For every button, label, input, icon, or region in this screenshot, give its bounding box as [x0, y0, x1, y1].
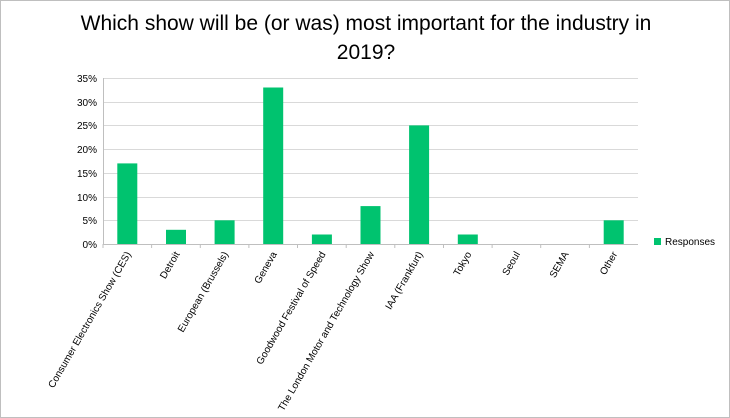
legend: Responses [654, 237, 715, 248]
axes [102, 78, 638, 248]
y-tick-label: 20% [77, 145, 97, 156]
y-tick-label: 30% [77, 98, 97, 109]
y-tick-label: 15% [77, 169, 97, 180]
x-tick-label: Geneva [253, 250, 280, 286]
bar [360, 206, 381, 244]
bar [117, 163, 138, 244]
chart-title: Which show will be (or was) most importa… [80, 12, 652, 64]
x-tick-label: European (Brussels) [176, 250, 231, 334]
bar [263, 87, 284, 244]
x-tick-labels: Consumer Electronics Show (CES) DetroitEu… [47, 249, 621, 413]
y-tick-label: 10% [77, 193, 97, 204]
legend-swatch [654, 238, 661, 245]
legend-label: Responses [665, 237, 715, 248]
bar [311, 234, 332, 244]
x-tick-label: Consumer Electronics Show (CES) [47, 250, 134, 390]
x-tick-label: IAA (Frankfurt) [384, 250, 426, 312]
x-tick-label: Seoul [501, 250, 523, 278]
x-tick-label: Other [598, 249, 620, 277]
y-tick-label: 25% [77, 121, 97, 132]
bar [166, 229, 186, 244]
x-tick-label: SEMA [548, 250, 572, 280]
gridlines [103, 78, 638, 221]
x-tick-label: Detroit [158, 250, 182, 281]
bars [117, 87, 624, 244]
y-tick-label: 35% [77, 74, 97, 85]
y-tick-labels: 0% 5% 10% 15% 20% 25% 30% 35% [77, 74, 97, 251]
x-tick-label: The London Motor and Technology Show [276, 249, 377, 413]
y-tick-label: 5% [83, 216, 98, 227]
bar [214, 220, 235, 244]
x-tick-label: Tokyo [452, 250, 475, 279]
bar [603, 220, 624, 244]
y-tick-label: 0% [83, 240, 98, 251]
bar [409, 125, 430, 244]
bar [457, 234, 478, 244]
